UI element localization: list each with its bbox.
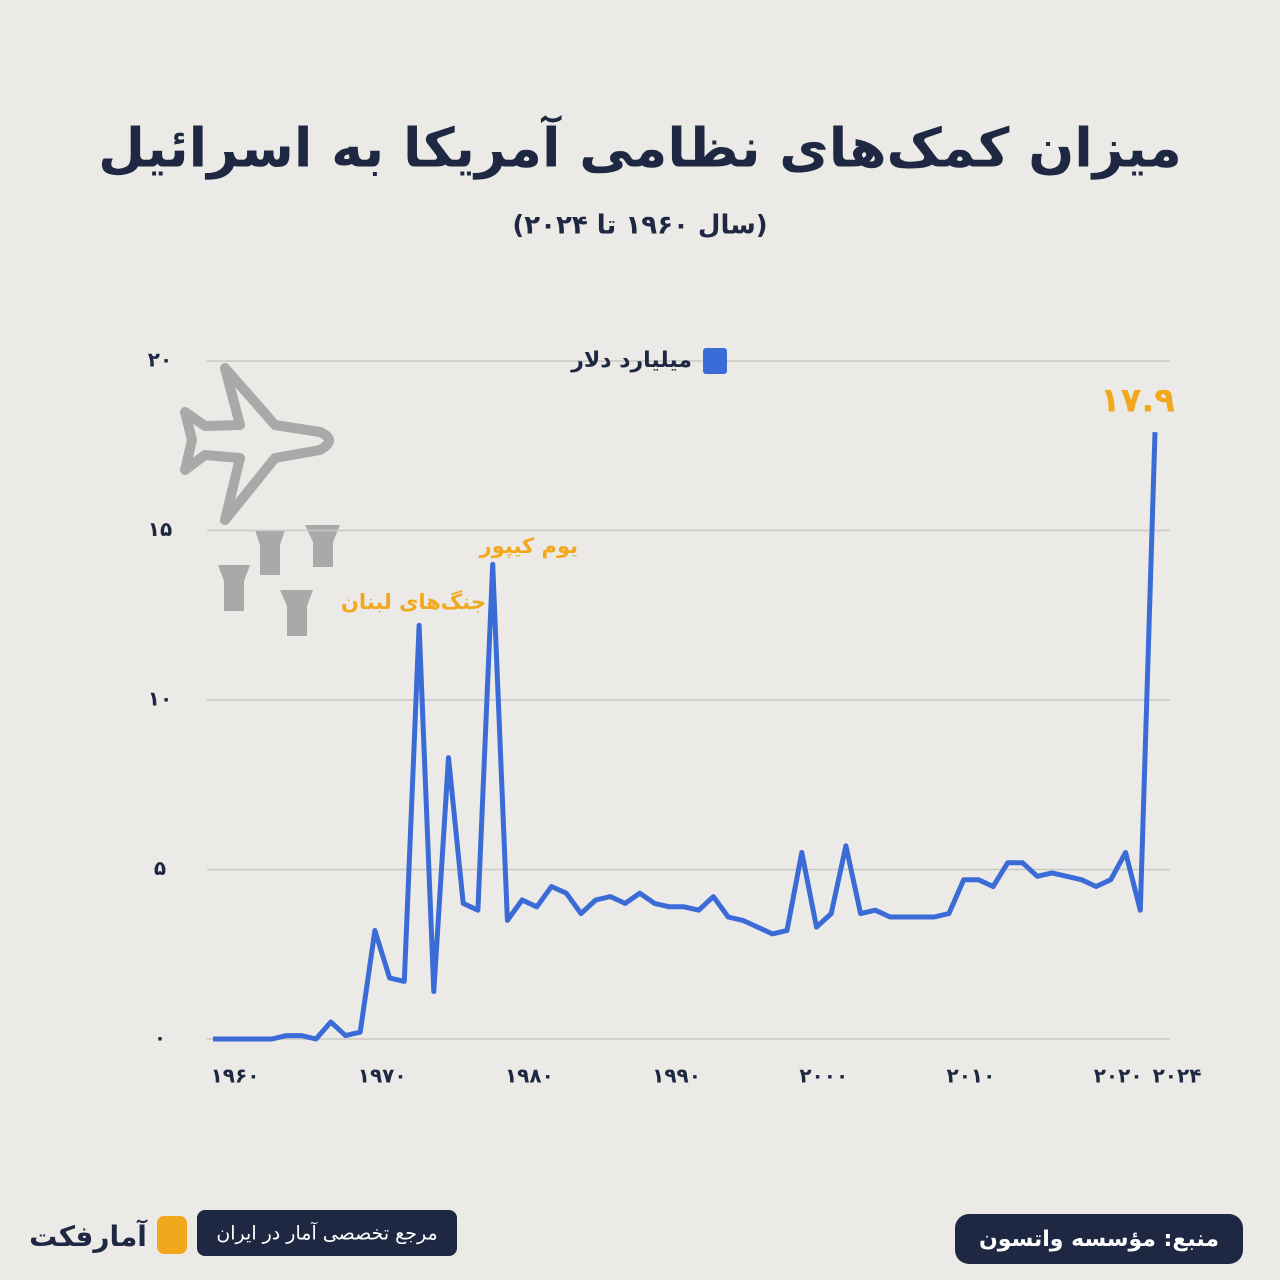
value-label: ۱۷.۹ [1100, 381, 1175, 421]
x-tick-label: ۱۹۹۰ [652, 1064, 701, 1088]
y-tick-label: ۰ [154, 1026, 166, 1050]
y-tick-label: ۲۰ [148, 348, 172, 372]
chart-subtitle: (سال ۱۹۶۰ تا ۲۰۲۴) [512, 211, 767, 241]
x-tick-label: ۲۰۲۰ [1094, 1064, 1143, 1088]
source: منبع: مؤسسه واتسون [979, 1227, 1219, 1252]
data-line [213, 432, 1158, 1042]
logo: آمارفکت [29, 1219, 148, 1253]
x-tick-label: ۲۰۲۴ [1153, 1064, 1202, 1088]
legend-label: میلیارد دلار [570, 348, 692, 373]
y-tick-label: ۵ [154, 856, 166, 880]
x-tick-label: ۱۹۷۰ [358, 1064, 407, 1088]
x-tick-label: ۲۰۱۰ [947, 1064, 996, 1088]
x-tick-label: ۱۹۶۰ [211, 1064, 260, 1088]
x-tick-label: ۱۹۸۰ [505, 1064, 554, 1088]
plane-icon [180, 363, 334, 525]
footer: مرجع تخصصی آمار در ایران منبع: مؤسسه وات… [29, 1210, 1243, 1264]
annotation: یوم کیپور [479, 534, 578, 558]
logo-mark [157, 1216, 187, 1254]
bomb-icons [218, 525, 340, 636]
source-box [955, 1214, 1243, 1264]
tagline-box [197, 1210, 457, 1256]
y-tick-label: ۱۵ [148, 517, 172, 541]
legend-swatch [703, 348, 727, 374]
annotation: جنگ‌های لبنان [341, 589, 486, 614]
y-tick-label: ۱۰ [148, 687, 172, 711]
x-tick-label: ۲۰۰۰ [799, 1064, 848, 1088]
chart-title: میزان کمک‌های نظامی آمریکا به اسرائیل [98, 115, 1182, 180]
tagline: مرجع تخصصی آمار در ایران [216, 1221, 437, 1245]
